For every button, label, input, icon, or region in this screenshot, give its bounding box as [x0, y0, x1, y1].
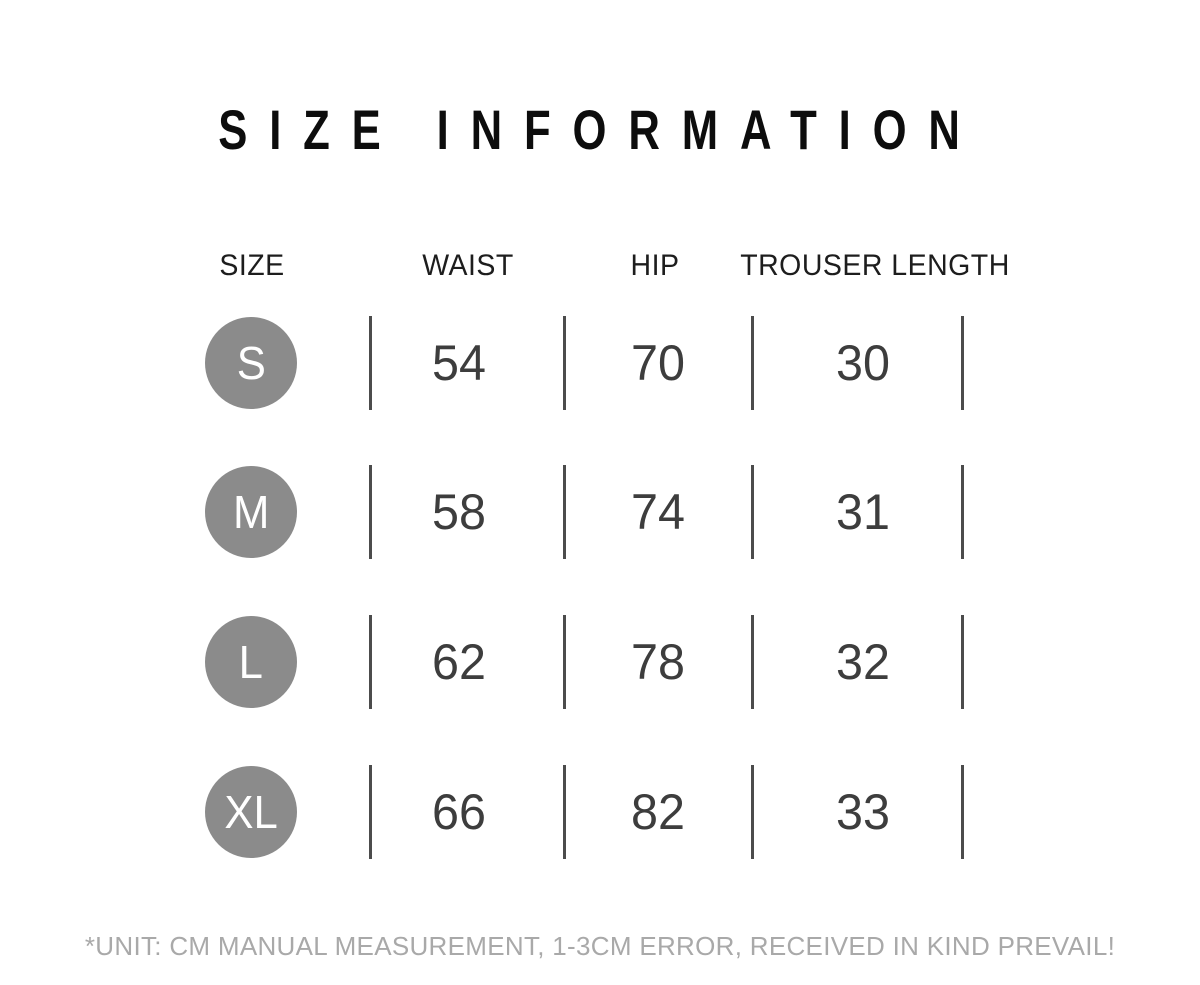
column-divider [369, 615, 372, 709]
waist-value: 66 [432, 784, 486, 840]
footnote: *UNIT: CM MANUAL MEASUREMENT, 1-3CM ERRO… [84, 931, 1116, 961]
header-size: SIZE [219, 249, 285, 282]
column-divider [369, 465, 372, 559]
size-badge-label: XL [224, 786, 278, 838]
size-badge: L [205, 616, 297, 708]
trouser-length-value: 33 [836, 784, 890, 840]
table-header-row: SIZE WAIST HIP TROUSER LENGTH [0, 249, 1200, 289]
header-hip: HIP [630, 249, 680, 282]
waist-value: 58 [432, 484, 486, 540]
column-divider [751, 765, 754, 859]
size-badge-label: S [236, 337, 266, 389]
column-divider [961, 615, 964, 709]
size-badge: XL [205, 766, 297, 858]
size-badge-label: L [238, 636, 264, 688]
column-divider [751, 615, 754, 709]
table-row: M 58 74 31 [0, 437, 1200, 587]
page-title: SIZE INFORMATION [218, 98, 982, 161]
trouser-length-value: 30 [836, 335, 890, 391]
waist-value: 62 [432, 634, 486, 690]
column-divider [563, 765, 566, 859]
header-waist: WAIST [422, 249, 514, 282]
column-divider [369, 765, 372, 859]
column-divider [751, 465, 754, 559]
waist-value: 54 [432, 335, 486, 391]
trouser-length-value: 31 [836, 484, 890, 540]
hip-value: 82 [631, 784, 685, 840]
table-row: L 62 78 32 [0, 587, 1200, 737]
trouser-length-value: 32 [836, 634, 890, 690]
hip-value: 78 [631, 634, 685, 690]
column-divider [563, 615, 566, 709]
size-badge-label: M [232, 486, 270, 538]
column-divider [369, 316, 372, 410]
size-badge: S [205, 317, 297, 409]
column-divider [961, 465, 964, 559]
table-row: S 54 70 30 [0, 288, 1200, 438]
column-divider [961, 316, 964, 410]
size-badge: M [205, 466, 297, 558]
hip-value: 74 [631, 484, 685, 540]
column-divider [563, 316, 566, 410]
column-divider [961, 765, 964, 859]
header-trouser-length: TROUSER LENGTH [740, 249, 1010, 282]
table-row: XL 66 82 33 [0, 737, 1200, 887]
hip-value: 70 [631, 335, 685, 391]
column-divider [751, 316, 754, 410]
column-divider [563, 465, 566, 559]
